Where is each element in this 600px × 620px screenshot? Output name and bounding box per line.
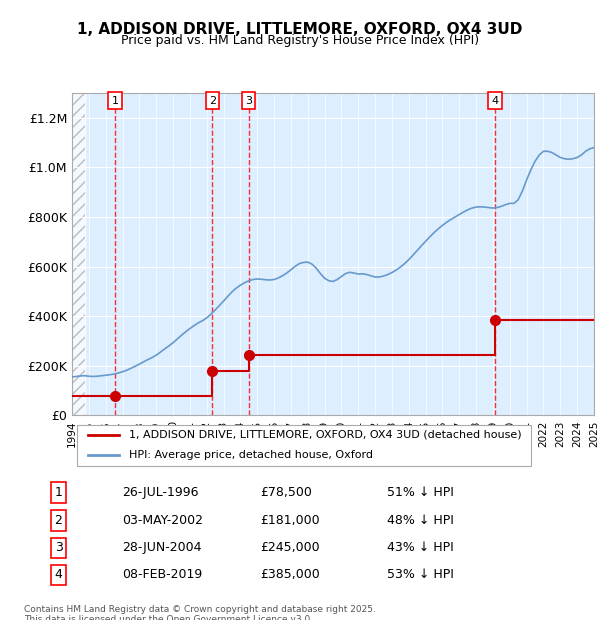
Text: 08-FEB-2019: 08-FEB-2019	[122, 569, 202, 582]
Text: 43% ↓ HPI: 43% ↓ HPI	[387, 541, 454, 554]
Text: 48% ↓ HPI: 48% ↓ HPI	[387, 514, 454, 527]
Text: 4: 4	[55, 569, 62, 582]
Text: 26-JUL-1996: 26-JUL-1996	[122, 486, 199, 499]
Text: 2: 2	[55, 514, 62, 527]
Text: Price paid vs. HM Land Registry's House Price Index (HPI): Price paid vs. HM Land Registry's House …	[121, 34, 479, 47]
Text: 4: 4	[491, 95, 498, 106]
Text: Contains HM Land Registry data © Crown copyright and database right 2025.
This d: Contains HM Land Registry data © Crown c…	[24, 604, 376, 620]
Text: 2: 2	[209, 95, 216, 106]
Text: £385,000: £385,000	[260, 569, 320, 582]
Bar	[72, 93, 85, 415]
Text: £245,000: £245,000	[260, 541, 320, 554]
Text: 53% ↓ HPI: 53% ↓ HPI	[387, 569, 454, 582]
Text: 1: 1	[55, 486, 62, 499]
Text: 3: 3	[55, 541, 62, 554]
Text: 28-JUN-2004: 28-JUN-2004	[122, 541, 202, 554]
Bar	[72, 93, 85, 415]
Text: 3: 3	[245, 95, 252, 106]
Text: HPI: Average price, detached house, Oxford: HPI: Average price, detached house, Oxfo…	[130, 450, 373, 460]
Text: 1, ADDISON DRIVE, LITTLEMORE, OXFORD, OX4 3UD (detached house): 1, ADDISON DRIVE, LITTLEMORE, OXFORD, OX…	[130, 430, 522, 440]
Text: 1: 1	[112, 95, 119, 106]
Text: 51% ↓ HPI: 51% ↓ HPI	[387, 486, 454, 499]
Text: £78,500: £78,500	[260, 486, 312, 499]
Text: 03-MAY-2002: 03-MAY-2002	[122, 514, 203, 527]
Text: £181,000: £181,000	[260, 514, 320, 527]
Text: 1, ADDISON DRIVE, LITTLEMORE, OXFORD, OX4 3UD: 1, ADDISON DRIVE, LITTLEMORE, OXFORD, OX…	[77, 22, 523, 37]
FancyBboxPatch shape	[77, 425, 532, 466]
